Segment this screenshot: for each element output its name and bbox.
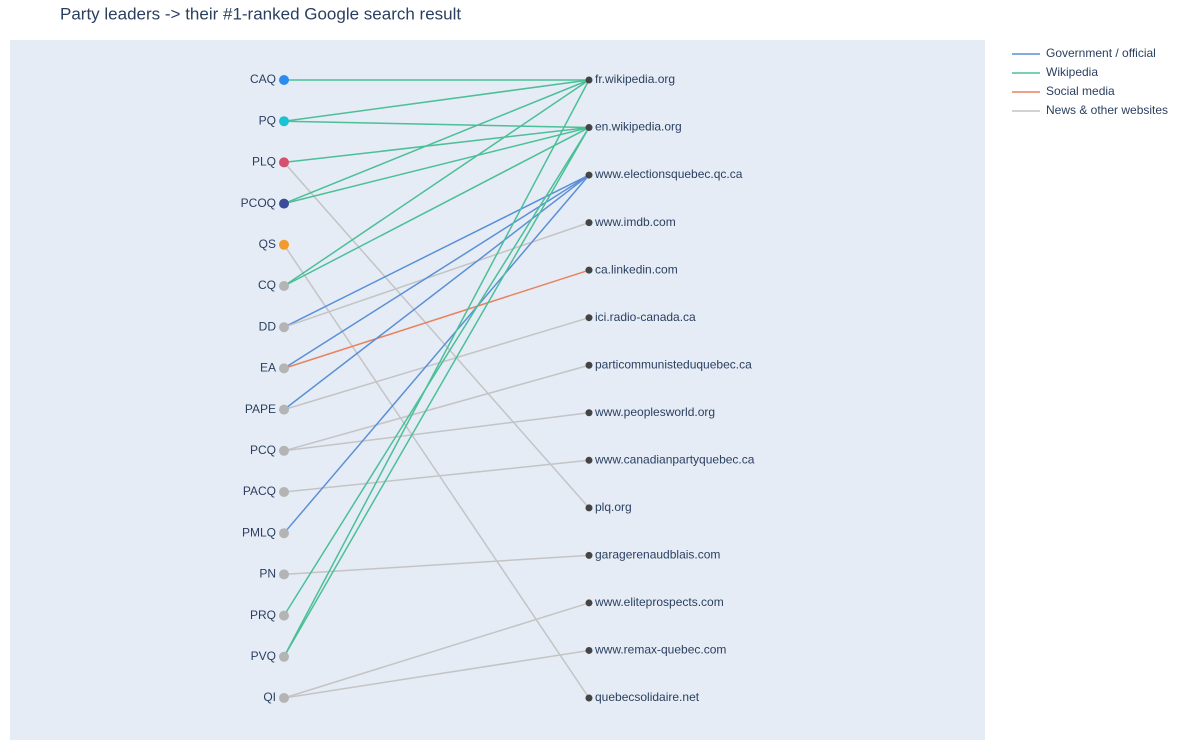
legend-label: Government / official [1046,46,1156,60]
edge [283,649,590,699]
right-node [585,219,593,227]
nodes: CAQ PQ PLQ PCOQ QS CQ DD EA PAPE PCQ PACQ PMLQ PN PRQ… [241,72,755,704]
left-node-label: QS [259,237,276,251]
right-node [585,76,593,84]
left-node-label: PAPE [245,402,276,416]
right-node [585,551,593,559]
edge [283,79,590,205]
edge [283,161,590,509]
right-node-label: particommunisteduquebec.ca [595,357,752,371]
edge [283,126,590,164]
left-node [279,569,289,580]
right-node [585,409,593,417]
left-node [279,693,289,703]
edge [283,174,590,328]
edge [283,459,590,493]
edge [283,126,590,205]
edge [283,174,590,411]
edge [283,79,590,658]
right-node-label: quebecsolidaire.net [595,690,700,704]
title: Party leaders -> their #1-ranked Google … [60,4,461,23]
right-node-label: www.canadianpartyquebec.ca [594,452,755,466]
plot-background [10,40,985,740]
left-node-label: PCOQ [241,196,276,210]
left-node [279,75,289,85]
left-node-label: CQ [258,278,276,292]
left-node [279,157,289,168]
left-node [279,404,289,415]
right-node [585,646,593,654]
right-node-label: plq.org [595,500,632,514]
left-node-label: QI [263,690,276,704]
edge [283,127,590,616]
edge [283,174,590,534]
left-node [279,116,289,127]
right-node [585,456,593,464]
edge [283,174,590,370]
left-node-label: PMLQ [242,525,276,539]
right-node-label: www.electionsquebec.qc.ca [594,167,743,181]
edge [283,364,590,452]
edge [283,126,590,287]
edge [283,79,590,122]
right-node-label: garagerenaudblais.com [595,548,720,562]
right-node [585,171,593,179]
legend-label: Social media [1046,84,1115,98]
right-node-label: www.remax-quebec.com [594,643,726,657]
left-node [279,445,289,456]
left-node [279,281,289,291]
right-node [585,694,593,702]
edges [283,79,590,699]
right-node-label: fr.wikipedia.org [595,72,675,86]
left-node-label: PQ [259,113,276,127]
right-node [585,361,593,369]
left-node-label: PVQ [251,649,276,663]
left-node-label: PN [259,567,276,581]
left-node [279,322,289,333]
left-node-label: CAQ [250,72,276,86]
legend-label: Wikipedia [1046,65,1098,79]
right-node [585,124,593,132]
left-node [279,198,289,209]
left-node [279,651,289,662]
left-node [279,239,289,250]
right-node [585,266,593,274]
left-node-label: EA [260,361,276,375]
right-node-label: ca.linkedin.com [595,262,678,276]
legend: Government / official Wikipedia Social med… [1012,46,1168,117]
right-node-label: ici.radio-canada.ca [595,310,696,324]
left-node-label: PACQ [243,484,276,498]
right-node [585,599,593,607]
right-node-label: www.eliteprospects.com [594,595,724,609]
edge [283,412,590,452]
left-node [279,528,289,539]
left-node-label: PCQ [250,443,276,457]
edge [283,269,590,370]
left-node [279,610,289,621]
edge [283,221,590,328]
edge [283,120,590,129]
edge [283,244,590,699]
left-node [279,487,289,497]
left-node-label: PLQ [252,155,276,169]
edge [283,79,590,287]
left-node-label: PRQ [250,608,276,622]
edge [283,127,590,658]
left-node [279,363,289,374]
right-node-label: en.wikipedia.org [595,120,682,134]
right-node [585,504,593,512]
right-node [585,314,593,322]
left-node-label: DD [259,319,277,333]
right-node-label: www.peoplesworld.org [594,405,715,419]
legend-label: News & other websites [1046,103,1168,117]
right-node-label: www.imdb.com [594,215,676,229]
edge [283,554,590,576]
edge [283,316,590,411]
edge [283,602,590,699]
